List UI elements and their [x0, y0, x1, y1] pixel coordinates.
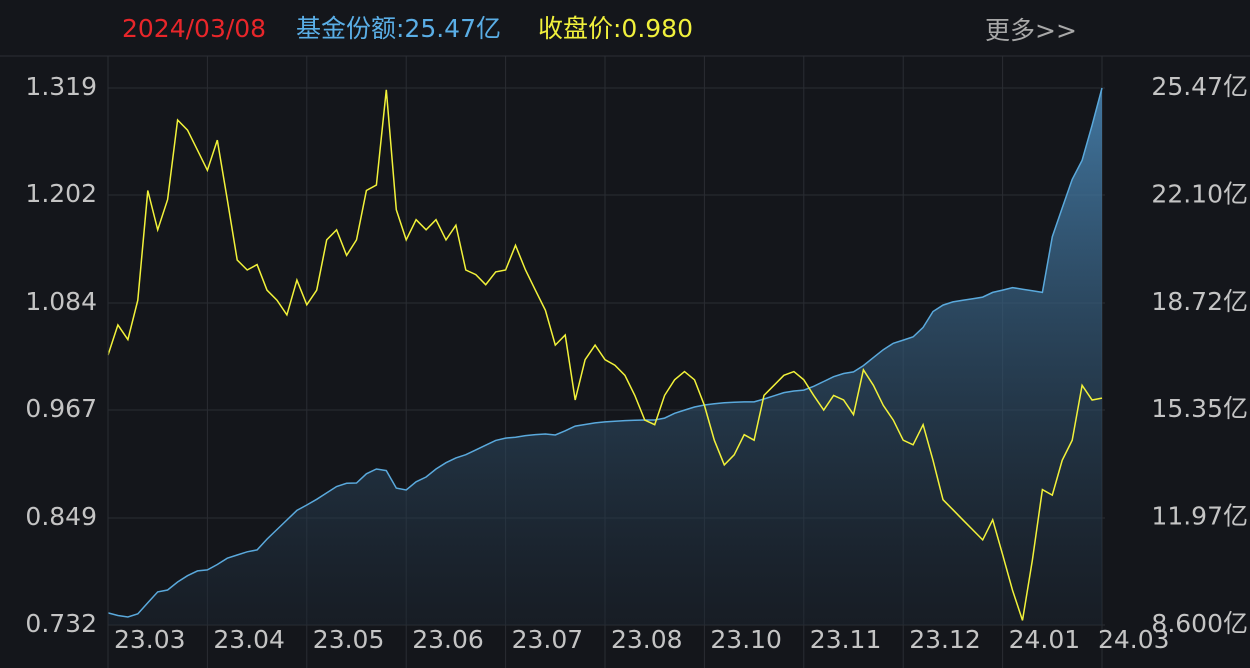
- series-line: [107, 89, 1103, 621]
- x-tick-label: 23.08: [611, 625, 683, 654]
- x-tick-label: 23.10: [710, 625, 782, 654]
- x-tick-label: 23.06: [412, 625, 484, 654]
- share-readout: 基金份额:25.47亿: [296, 14, 501, 43]
- x-tick-label: 23.11: [810, 625, 882, 654]
- x-tick-label: 23.12: [909, 625, 981, 654]
- more-link[interactable]: 更多>>: [985, 16, 1077, 45]
- y-tick-label: 1.319: [25, 72, 97, 101]
- y2-tick-label: 8.600亿: [1151, 609, 1248, 638]
- x-tick-label: 23.04: [213, 625, 285, 654]
- y2-tick-label: 22.10亿: [1151, 179, 1248, 208]
- x-tick-label: 24.03: [1098, 625, 1170, 654]
- x-tick-label: 23.05: [313, 625, 385, 654]
- area-shade: [108, 88, 1102, 625]
- y2-tick-label: 15.35亿: [1151, 394, 1248, 423]
- x-tick-label: 24.01: [1009, 625, 1081, 654]
- x-tick-label: 23.03: [114, 625, 186, 654]
- date: 2024/03/08: [122, 14, 266, 43]
- y2-tick-label: 11.97亿: [1151, 502, 1248, 531]
- y-tick-label: 0.849: [25, 502, 97, 531]
- y2-tick-label: 18.72亿: [1151, 287, 1248, 316]
- price-readout: 收盘价:0.980: [538, 14, 693, 43]
- y-tick-label: 0.967: [25, 394, 97, 423]
- y-tick-label: 0.732: [25, 609, 97, 638]
- y-tick-label: 1.084: [25, 287, 97, 316]
- y-tick-label: 1.202: [25, 179, 97, 208]
- series-line: [107, 87, 1103, 618]
- y2-tick-label: 25.47亿: [1151, 72, 1248, 101]
- x-tick-label: 23.07: [512, 625, 584, 654]
